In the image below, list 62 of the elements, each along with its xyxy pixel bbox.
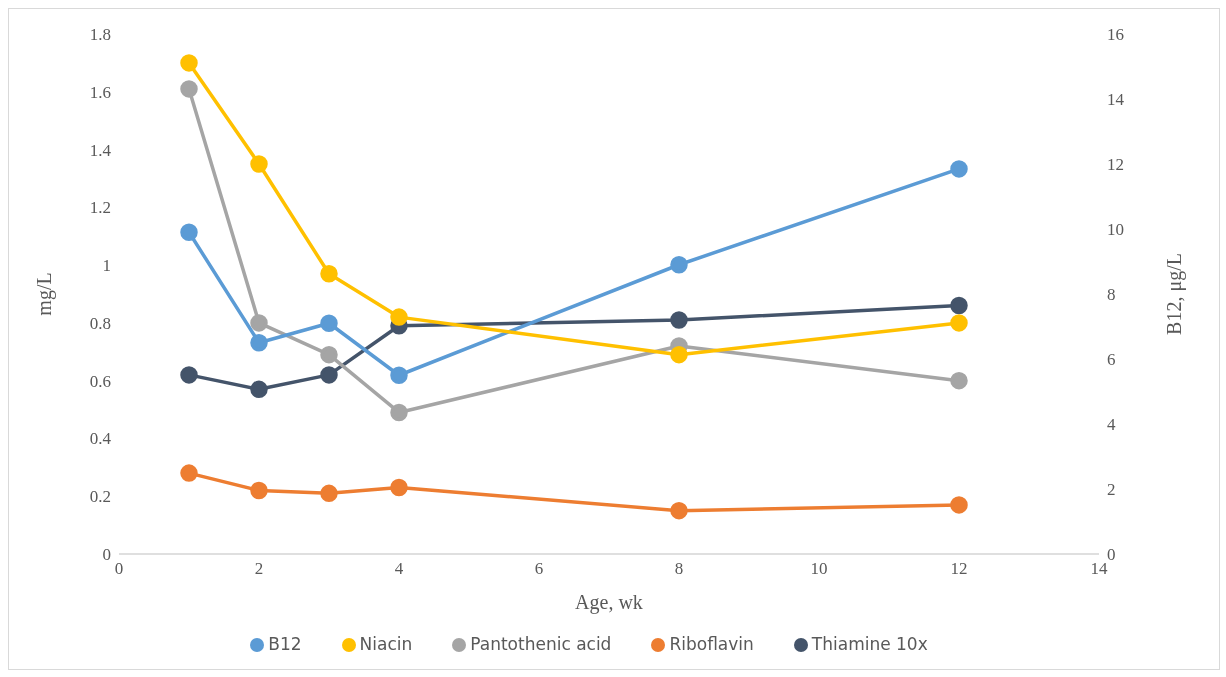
point	[250, 481, 268, 500]
point	[390, 366, 408, 384]
y-tick-label: 1.2	[89, 198, 111, 218]
point	[180, 54, 198, 72]
point	[180, 223, 198, 241]
y-tick-label: 0	[102, 545, 111, 565]
legend-label: B12	[268, 634, 302, 654]
y2-tick-label: 2	[1107, 480, 1116, 500]
legend-label: Thiamine 10x	[811, 634, 928, 654]
y-tick-label: 1	[102, 256, 111, 276]
point	[670, 311, 688, 329]
y2-tick-label: 10	[1107, 220, 1124, 240]
y2-tick-label: 6	[1107, 350, 1116, 370]
x-tick-label: 10	[810, 559, 828, 579]
x-tick-label: 6	[534, 559, 544, 579]
point	[390, 308, 408, 326]
point	[670, 345, 688, 364]
x-tick-label: 14	[1090, 559, 1108, 579]
point	[250, 380, 268, 399]
point	[250, 155, 268, 173]
y2-tick-label: 4	[1107, 415, 1116, 435]
y-tick-label: 1.6	[89, 82, 111, 102]
point	[950, 160, 968, 178]
point	[320, 314, 338, 332]
y2-tick-label: 16	[1107, 25, 1124, 45]
x-tick-label: 8	[674, 559, 684, 579]
x-axis-title: Age, wk	[575, 591, 643, 614]
point	[180, 80, 198, 98]
y-axis-title: mg/L	[33, 272, 57, 316]
legend-label: Riboflavin	[669, 634, 754, 654]
y-tick-label: 1.8	[89, 25, 111, 45]
legend-label: Niacin	[359, 634, 413, 654]
point	[250, 334, 268, 352]
point	[670, 256, 688, 274]
x-tick-label: 4	[394, 559, 404, 579]
y2-axis-title: B12, μg/L	[1163, 253, 1187, 335]
legend-label: Pantothenic acid	[470, 634, 612, 654]
y2-tick-label: 12	[1107, 155, 1124, 175]
point	[950, 314, 968, 332]
x-tick-label: 2	[254, 559, 264, 579]
point	[320, 366, 338, 384]
point	[320, 484, 338, 503]
y-tick-label: 0.6	[89, 371, 111, 391]
y2-tick-label: 14	[1107, 90, 1125, 110]
y-tick-label: 1.4	[89, 140, 112, 160]
point	[950, 296, 968, 315]
point	[390, 403, 408, 422]
point	[250, 314, 268, 332]
point	[950, 371, 968, 390]
y-tick-label: 0.4	[89, 429, 112, 449]
y2-tick-label: 8	[1107, 285, 1116, 305]
x-tick-label: 12	[950, 559, 968, 579]
point	[320, 265, 338, 283]
y2-tick-label: 0	[1107, 545, 1116, 565]
y-tick-label: 0.2	[89, 487, 111, 507]
y-tick-label: 0.8	[89, 313, 111, 333]
point	[950, 496, 968, 514]
point	[670, 501, 688, 520]
point	[390, 478, 408, 497]
point	[180, 366, 198, 384]
point	[180, 464, 198, 482]
point	[320, 345, 338, 364]
